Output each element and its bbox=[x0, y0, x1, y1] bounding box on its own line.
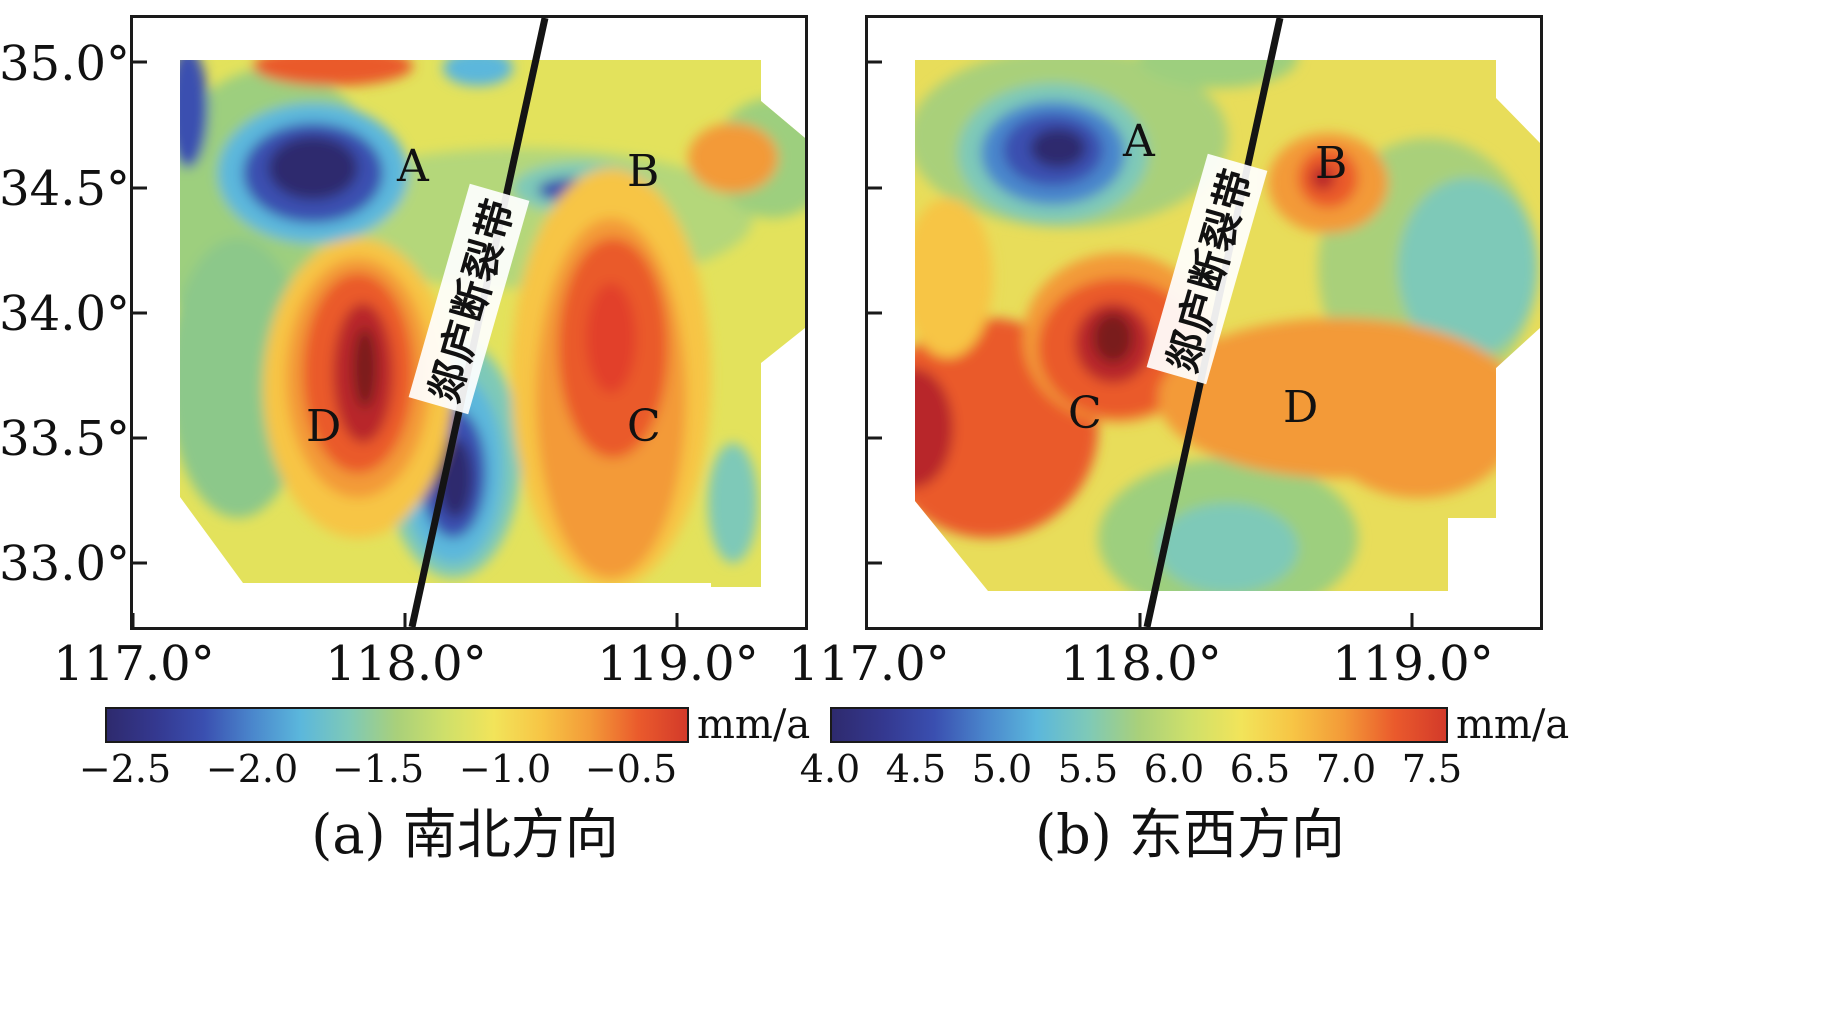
ytick-ns-3: 34.0° bbox=[0, 286, 130, 342]
velocity-contour-ew bbox=[868, 18, 1540, 627]
caption-ns: (a) 南北方向 bbox=[311, 803, 619, 866]
colorbar-ew bbox=[830, 707, 1448, 743]
cbar-tick-ew-5: 6.0 bbox=[1143, 747, 1205, 791]
point-label-ns-d: D bbox=[306, 401, 342, 452]
point-label-ns-a: A bbox=[397, 141, 429, 192]
xtick-ns-3: 119.0° bbox=[597, 636, 759, 692]
xtick-ew-2: 118.0° bbox=[1060, 636, 1222, 692]
ytick-ns-5: 33.0° bbox=[0, 536, 130, 592]
ytick-ns-2: 34.5° bbox=[0, 161, 130, 217]
cbar-tick-ew-3: 5.0 bbox=[971, 747, 1033, 791]
colorbar-unit-ew: mm/a bbox=[1456, 702, 1570, 748]
colorbar-ns bbox=[105, 707, 689, 743]
colorbar-unit-ns: mm/a bbox=[697, 702, 811, 748]
cbar-tick-ns-5: −0.5 bbox=[584, 747, 678, 791]
point-label-ns-c: C bbox=[627, 401, 661, 452]
ytick-ns-4: 33.5° bbox=[0, 411, 130, 467]
point-label-ns-b: B bbox=[627, 146, 660, 197]
ytick-ns-1: 35.0° bbox=[0, 36, 130, 92]
cbar-tick-ew-1: 4.0 bbox=[799, 747, 861, 791]
xtick-ns-1: 117.0° bbox=[53, 636, 215, 692]
point-label-ew-c: C bbox=[1068, 388, 1102, 439]
point-label-ew-b: B bbox=[1315, 138, 1348, 189]
cbar-tick-ns-3: −1.5 bbox=[331, 747, 425, 791]
cbar-tick-ew-4: 5.5 bbox=[1057, 747, 1119, 791]
cbar-tick-ns-2: −2.0 bbox=[205, 747, 299, 791]
caption-ew: (b) 东西方向 bbox=[1035, 803, 1345, 866]
point-label-ew-d: D bbox=[1283, 382, 1319, 433]
cbar-tick-ew-8: 7.5 bbox=[1401, 747, 1463, 791]
cbar-tick-ew-6: 6.5 bbox=[1229, 747, 1291, 791]
cbar-tick-ew-2: 4.5 bbox=[885, 747, 947, 791]
cbar-tick-ns-1: −2.5 bbox=[78, 747, 172, 791]
xtick-ew-3: 119.0° bbox=[1332, 636, 1494, 692]
xtick-ns-2: 118.0° bbox=[325, 636, 487, 692]
cbar-tick-ew-7: 7.0 bbox=[1315, 747, 1377, 791]
point-label-ew-a: A bbox=[1123, 116, 1155, 167]
cbar-tick-ns-4: −1.0 bbox=[458, 747, 552, 791]
xtick-ew-1: 117.0° bbox=[788, 636, 950, 692]
